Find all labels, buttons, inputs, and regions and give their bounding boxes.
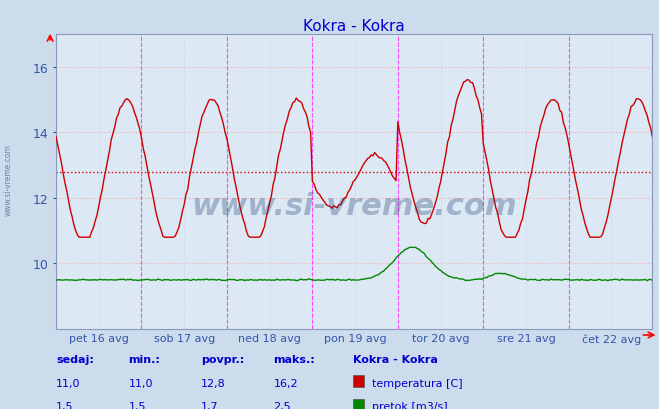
Text: 1,5: 1,5 (56, 401, 74, 409)
Text: min.:: min.: (129, 354, 160, 364)
Text: www.si-vreme.com: www.si-vreme.com (191, 191, 517, 220)
Text: povpr.:: povpr.: (201, 354, 244, 364)
Text: pretok [m3/s]: pretok [m3/s] (372, 401, 448, 409)
Text: 11,0: 11,0 (129, 378, 153, 388)
Text: 16,2: 16,2 (273, 378, 298, 388)
Text: 1,7: 1,7 (201, 401, 219, 409)
Text: 2,5: 2,5 (273, 401, 291, 409)
Text: temperatura [C]: temperatura [C] (372, 378, 463, 388)
Text: 1,5: 1,5 (129, 401, 146, 409)
Text: Kokra - Kokra: Kokra - Kokra (353, 354, 438, 364)
Text: www.si-vreme.com: www.si-vreme.com (3, 144, 13, 216)
Title: Kokra - Kokra: Kokra - Kokra (303, 19, 405, 34)
Text: 11,0: 11,0 (56, 378, 80, 388)
Text: 12,8: 12,8 (201, 378, 226, 388)
Text: maks.:: maks.: (273, 354, 315, 364)
Text: sedaj:: sedaj: (56, 354, 94, 364)
